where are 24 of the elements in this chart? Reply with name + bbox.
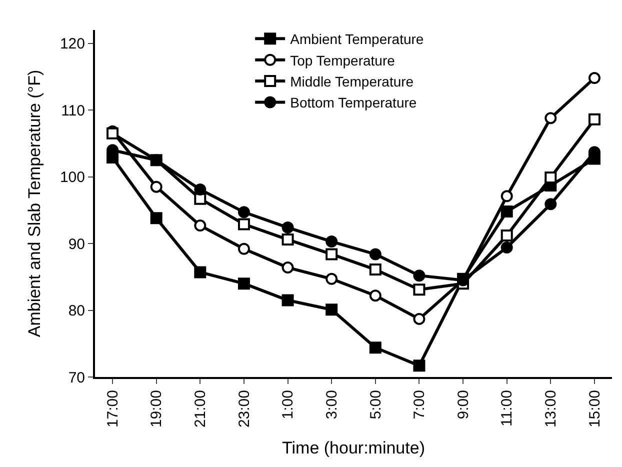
x-tick-label: 7:00 <box>411 390 428 420</box>
y-tick-label: 70 <box>68 369 85 386</box>
legend-label: Bottom Temperature <box>290 94 417 111</box>
x-tick-label: 3:00 <box>323 390 340 420</box>
legend-label: Ambient Temperature <box>290 31 424 48</box>
y-tick-label: 110 <box>61 102 85 120</box>
x-tick-label: 1:00 <box>280 390 297 420</box>
legend-label: Top Temperature <box>290 52 396 68</box>
x-tick-label: 23:00 <box>236 390 253 428</box>
x-tick-label: 5:00 <box>367 390 384 420</box>
legend-label: Middle Temperature <box>290 74 414 90</box>
x-axis-title: Time (hour:minute) <box>282 438 425 458</box>
x-tick-label: 19:00 <box>148 390 166 428</box>
y-tick-label: 100 <box>60 169 85 186</box>
y-tick-label: 120 <box>60 36 85 53</box>
x-tick-label: 15:00 <box>586 390 604 428</box>
x-tick-label: 17:00 <box>104 390 122 428</box>
y-tick-label: 90 <box>68 236 85 253</box>
x-tick-label: 9:00 <box>454 390 472 420</box>
x-tick-label: 13:00 <box>542 390 560 428</box>
y-tick-label: 80 <box>68 302 85 320</box>
x-tick-label: 21:00 <box>192 390 210 428</box>
x-tick-label: 11:00 <box>498 390 516 426</box>
y-axis-title: Ambient and Slab Temperature (°F) <box>25 70 44 338</box>
